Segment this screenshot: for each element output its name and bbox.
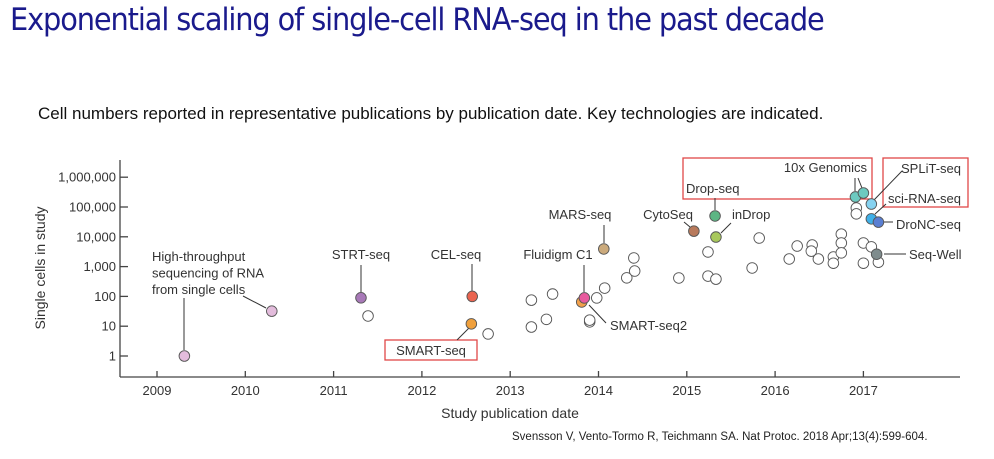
leader-line bbox=[456, 327, 470, 341]
highlighted-point bbox=[465, 318, 478, 330]
highlight-box bbox=[682, 157, 873, 200]
highlighted-point bbox=[578, 292, 591, 304]
annotation-label: MARS-seq bbox=[549, 207, 612, 222]
slide-title: Exponential scaling of single-cell RNA-s… bbox=[10, 2, 825, 38]
data-point bbox=[783, 253, 795, 265]
leader-line bbox=[857, 177, 863, 189]
x-tick-label: 2015 bbox=[672, 383, 701, 398]
data-point bbox=[362, 310, 374, 322]
highlighted-point bbox=[870, 248, 883, 260]
data-point bbox=[525, 294, 538, 306]
leader-line bbox=[588, 304, 607, 324]
annotation-label: Seq-Well bbox=[909, 247, 962, 262]
x-tick-label: 2011 bbox=[320, 383, 348, 398]
annotation-label: STRT-seq bbox=[332, 247, 390, 262]
x-tick-label: 2009 bbox=[143, 383, 172, 398]
y-tick-label: 100 bbox=[94, 289, 116, 304]
data-point bbox=[827, 257, 840, 269]
highlight-box bbox=[384, 339, 478, 361]
x-axis-label: Study publication date bbox=[441, 405, 579, 421]
data-point bbox=[583, 314, 596, 326]
data-point bbox=[482, 328, 494, 340]
x-tick-label: 2010 bbox=[231, 383, 260, 398]
annotation-label: SPLiT-seq bbox=[901, 161, 961, 176]
y-tick-label: 1,000,000 bbox=[58, 170, 116, 185]
citation: Svensson V, Vento-Tormo R, Teichmann SA.… bbox=[512, 431, 928, 443]
data-point bbox=[857, 257, 870, 269]
y-tick-label: 10,000 bbox=[76, 229, 116, 244]
annotation-label: SMART-seq2 bbox=[610, 318, 687, 333]
annotation-label: Drop-seq bbox=[686, 181, 739, 196]
leader-line bbox=[720, 222, 732, 234]
annotation-label: inDrop bbox=[732, 207, 770, 222]
data-point bbox=[702, 246, 714, 258]
highlighted-point bbox=[466, 290, 478, 303]
data-point bbox=[850, 208, 863, 220]
annotation-label: sequencing of RNA bbox=[152, 266, 264, 281]
x-tick-label: 2016 bbox=[761, 383, 790, 398]
data-point bbox=[746, 262, 758, 274]
annotation-label: CytoSeq bbox=[643, 207, 693, 222]
highlight-box bbox=[882, 157, 969, 208]
highlighted-point bbox=[178, 350, 191, 362]
data-point bbox=[598, 282, 611, 294]
annotation-label: Fluidigm C1 bbox=[523, 247, 592, 262]
highlighted-point bbox=[857, 187, 870, 199]
data-point bbox=[753, 232, 765, 244]
data-point bbox=[835, 247, 848, 259]
highlighted-point bbox=[598, 243, 610, 255]
highlighted-point bbox=[865, 198, 878, 210]
data-point bbox=[590, 292, 603, 304]
highlighted-point bbox=[872, 216, 885, 228]
annotation-label: SMART-seq bbox=[396, 343, 466, 358]
leader-line bbox=[874, 203, 887, 215]
annotation-label: 10x Genomics bbox=[784, 160, 868, 175]
data-point bbox=[525, 321, 538, 333]
highlighted-point bbox=[688, 225, 700, 237]
data-point bbox=[546, 288, 559, 300]
highlighted-point bbox=[709, 210, 721, 222]
x-tick-label: 2012 bbox=[407, 383, 436, 398]
data-point bbox=[791, 240, 803, 252]
y-tick-label: 1 bbox=[109, 349, 116, 364]
leader-line bbox=[683, 221, 691, 228]
leader-line bbox=[873, 170, 903, 201]
x-tick-label: 2013 bbox=[496, 383, 525, 398]
data-point bbox=[710, 273, 722, 285]
data-point bbox=[540, 313, 553, 326]
annotation-label: from single cells bbox=[152, 282, 246, 297]
y-axis-label: Single cells in study bbox=[32, 207, 48, 330]
x-tick-label: 2017 bbox=[849, 383, 878, 398]
data-point bbox=[812, 253, 825, 265]
annotation-label: DroNC-seq bbox=[896, 217, 961, 232]
data-point bbox=[835, 237, 848, 249]
data-point bbox=[673, 272, 685, 284]
data-point bbox=[628, 252, 640, 264]
data-point bbox=[621, 272, 633, 284]
y-tick-label: 1,000 bbox=[83, 259, 116, 274]
highlighted-point bbox=[266, 305, 278, 317]
highlighted-point bbox=[710, 231, 722, 243]
annotation-label: High-throughput bbox=[152, 249, 246, 264]
annotation-label: sci-RNA-seq bbox=[888, 191, 961, 206]
figure-caption: Cell numbers reported in representative … bbox=[38, 104, 824, 123]
annotation-label: CEL-seq bbox=[431, 247, 482, 262]
data-point bbox=[805, 245, 818, 257]
x-tick-label: 2014 bbox=[584, 383, 613, 398]
y-tick-label: 10 bbox=[102, 319, 116, 334]
y-tick-label: 100,000 bbox=[69, 200, 116, 215]
data-point bbox=[628, 265, 641, 277]
leader-line bbox=[242, 295, 267, 309]
highlighted-point bbox=[355, 292, 367, 304]
